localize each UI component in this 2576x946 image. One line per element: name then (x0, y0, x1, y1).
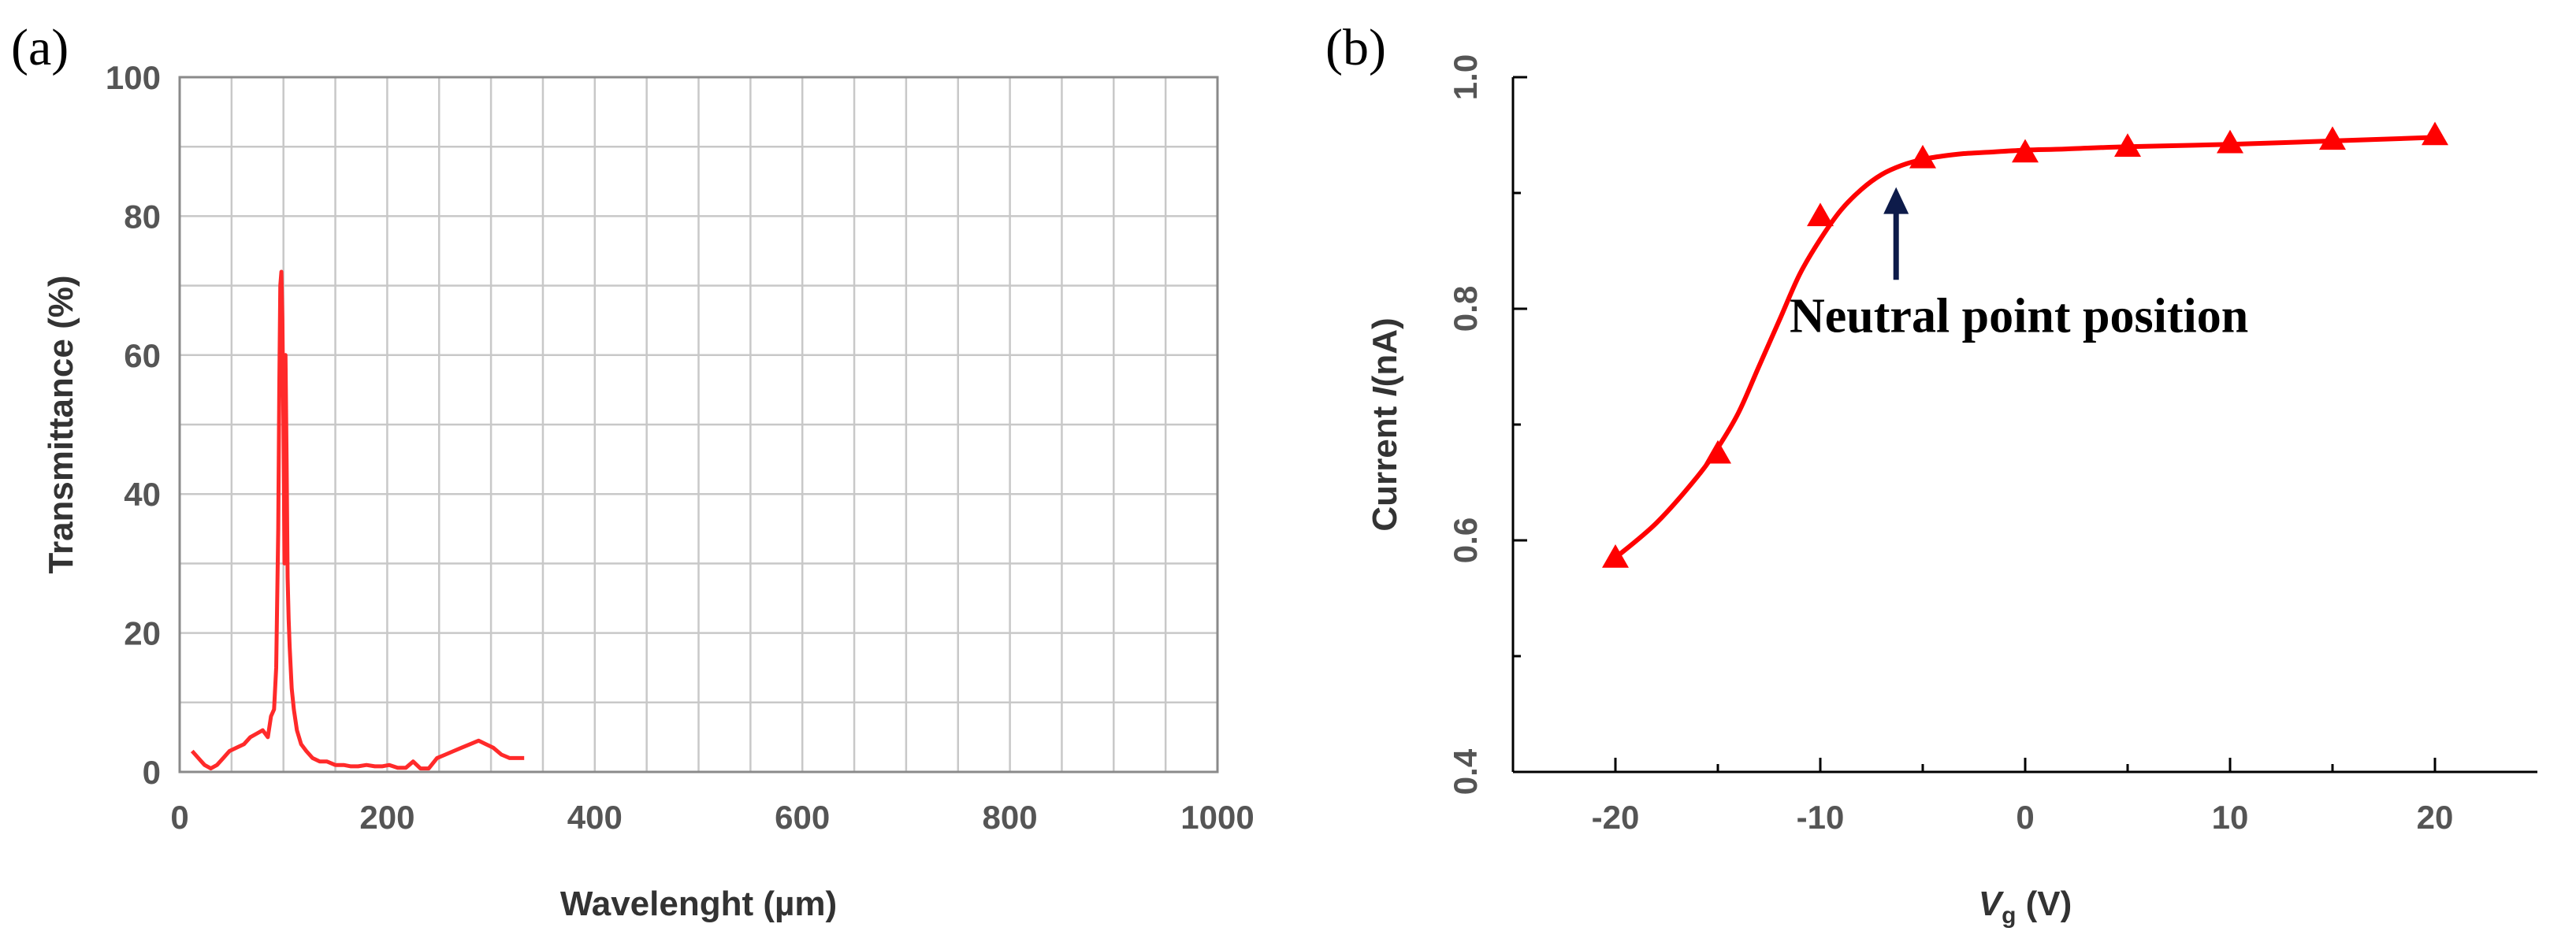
panel-b-y-axis-prefix: Current (1366, 397, 1404, 532)
panel-a-y-tick-label: 20 (124, 615, 161, 652)
panel-b-y-tick-label: 0.4 (1447, 748, 1484, 795)
panel-a-x-tick-label: 800 (983, 799, 1038, 836)
panel-b-triangle-marker (2114, 133, 2141, 157)
panel-b-x-tick-label: 0 (2016, 799, 2034, 836)
panel-b-x-tick-labels: -20 -10 0 10 20 (1592, 799, 2454, 836)
panel-b-triangle-marker (1807, 202, 1834, 227)
panel-b-triangle-marker (2422, 121, 2448, 146)
panel-b-fit-curve (1614, 135, 2436, 560)
panel-b-x-tick-label: -10 (1797, 799, 1845, 836)
panel-b-triangle-marker (1704, 440, 1731, 464)
panel-a-x-tick-label: 600 (775, 799, 830, 836)
panel-b-y-tick-label: 0.6 (1447, 518, 1484, 563)
panel-b-x-tick-label: 20 (2417, 799, 2454, 836)
panel-a-x-axis-label: Wavelenght (µm) (560, 885, 837, 923)
panel-a-grid (180, 77, 1217, 772)
panel-a-y-tick-label: 100 (106, 59, 161, 96)
panel-b-current-chart: (b) -20 -10 0 10 20 0.4 0.6 0.8 1.0 Neutral poi… (1325, 19, 2537, 929)
panel-b-label: (b) (1325, 19, 1386, 76)
panel-a-y-tick-label: 0 (143, 754, 161, 791)
panel-b-x-axis-subscript: g (2002, 903, 2016, 929)
panel-b-y-axis-label: Current I(nA) (1366, 317, 1404, 531)
panel-a-x-tick-label: 1000 (1180, 799, 1254, 836)
panel-b-x-tick-label: -20 (1592, 799, 1640, 836)
panel-b-y-axis-var: I (1366, 387, 1404, 397)
panel-a-x-tick-label: 400 (567, 799, 623, 836)
panel-b-x-axis-var: V (1979, 885, 2005, 923)
panel-a-y-tick-labels: 0 20 40 60 80 100 (106, 59, 161, 791)
panel-a-transmittance-chart: (a) 0 200 400 600 800 1000 0 20 40 60 80 100 Wavel… (11, 19, 1255, 923)
panel-b-triangle-marker (1909, 144, 1936, 169)
panel-b-y-tick-label: 0.8 (1447, 286, 1484, 332)
panel-b-y-tick-label: 1.0 (1447, 54, 1484, 100)
panel-b-triangle-marker (2319, 126, 2346, 150)
panel-a-x-tick-label: 200 (359, 799, 414, 836)
panel-b-x-axis-unit: (V) (2016, 885, 2072, 923)
panel-a-x-tick-labels: 0 200 400 600 800 1000 (170, 799, 1254, 836)
panel-b-y-tick-labels: 0.4 0.6 0.8 1.0 (1447, 54, 1484, 795)
panel-b-arrow-head (1883, 187, 1909, 214)
panel-b-y-axis-unit: (nA) (1366, 317, 1404, 387)
panel-b-arrow-icon (1883, 187, 1909, 280)
panel-a-y-axis-label: Transmittance (%) (42, 276, 80, 574)
panel-b-x-axis-label: Vg (V) (1979, 885, 2072, 929)
panel-b-triangle-marker (2012, 139, 2039, 163)
panel-b-annotation: Neutral point position (1790, 289, 2248, 343)
panel-a-transmittance-line (190, 269, 525, 771)
panel-a-x-tick-label: 0 (170, 799, 188, 836)
panel-a-y-tick-label: 60 (124, 337, 161, 374)
panel-b-axes (1511, 76, 2537, 773)
panel-b-data-markers (1602, 121, 2448, 568)
panel-b-triangle-marker (1602, 544, 1629, 568)
panel-a-label: (a) (11, 19, 69, 76)
panel-a-y-tick-label: 40 (124, 476, 161, 513)
panel-a-plot-frame (178, 76, 1219, 773)
panel-a-y-tick-label: 80 (124, 198, 161, 235)
panel-b-x-tick-label: 10 (2212, 799, 2249, 836)
panel-b-triangle-marker (2217, 129, 2243, 154)
